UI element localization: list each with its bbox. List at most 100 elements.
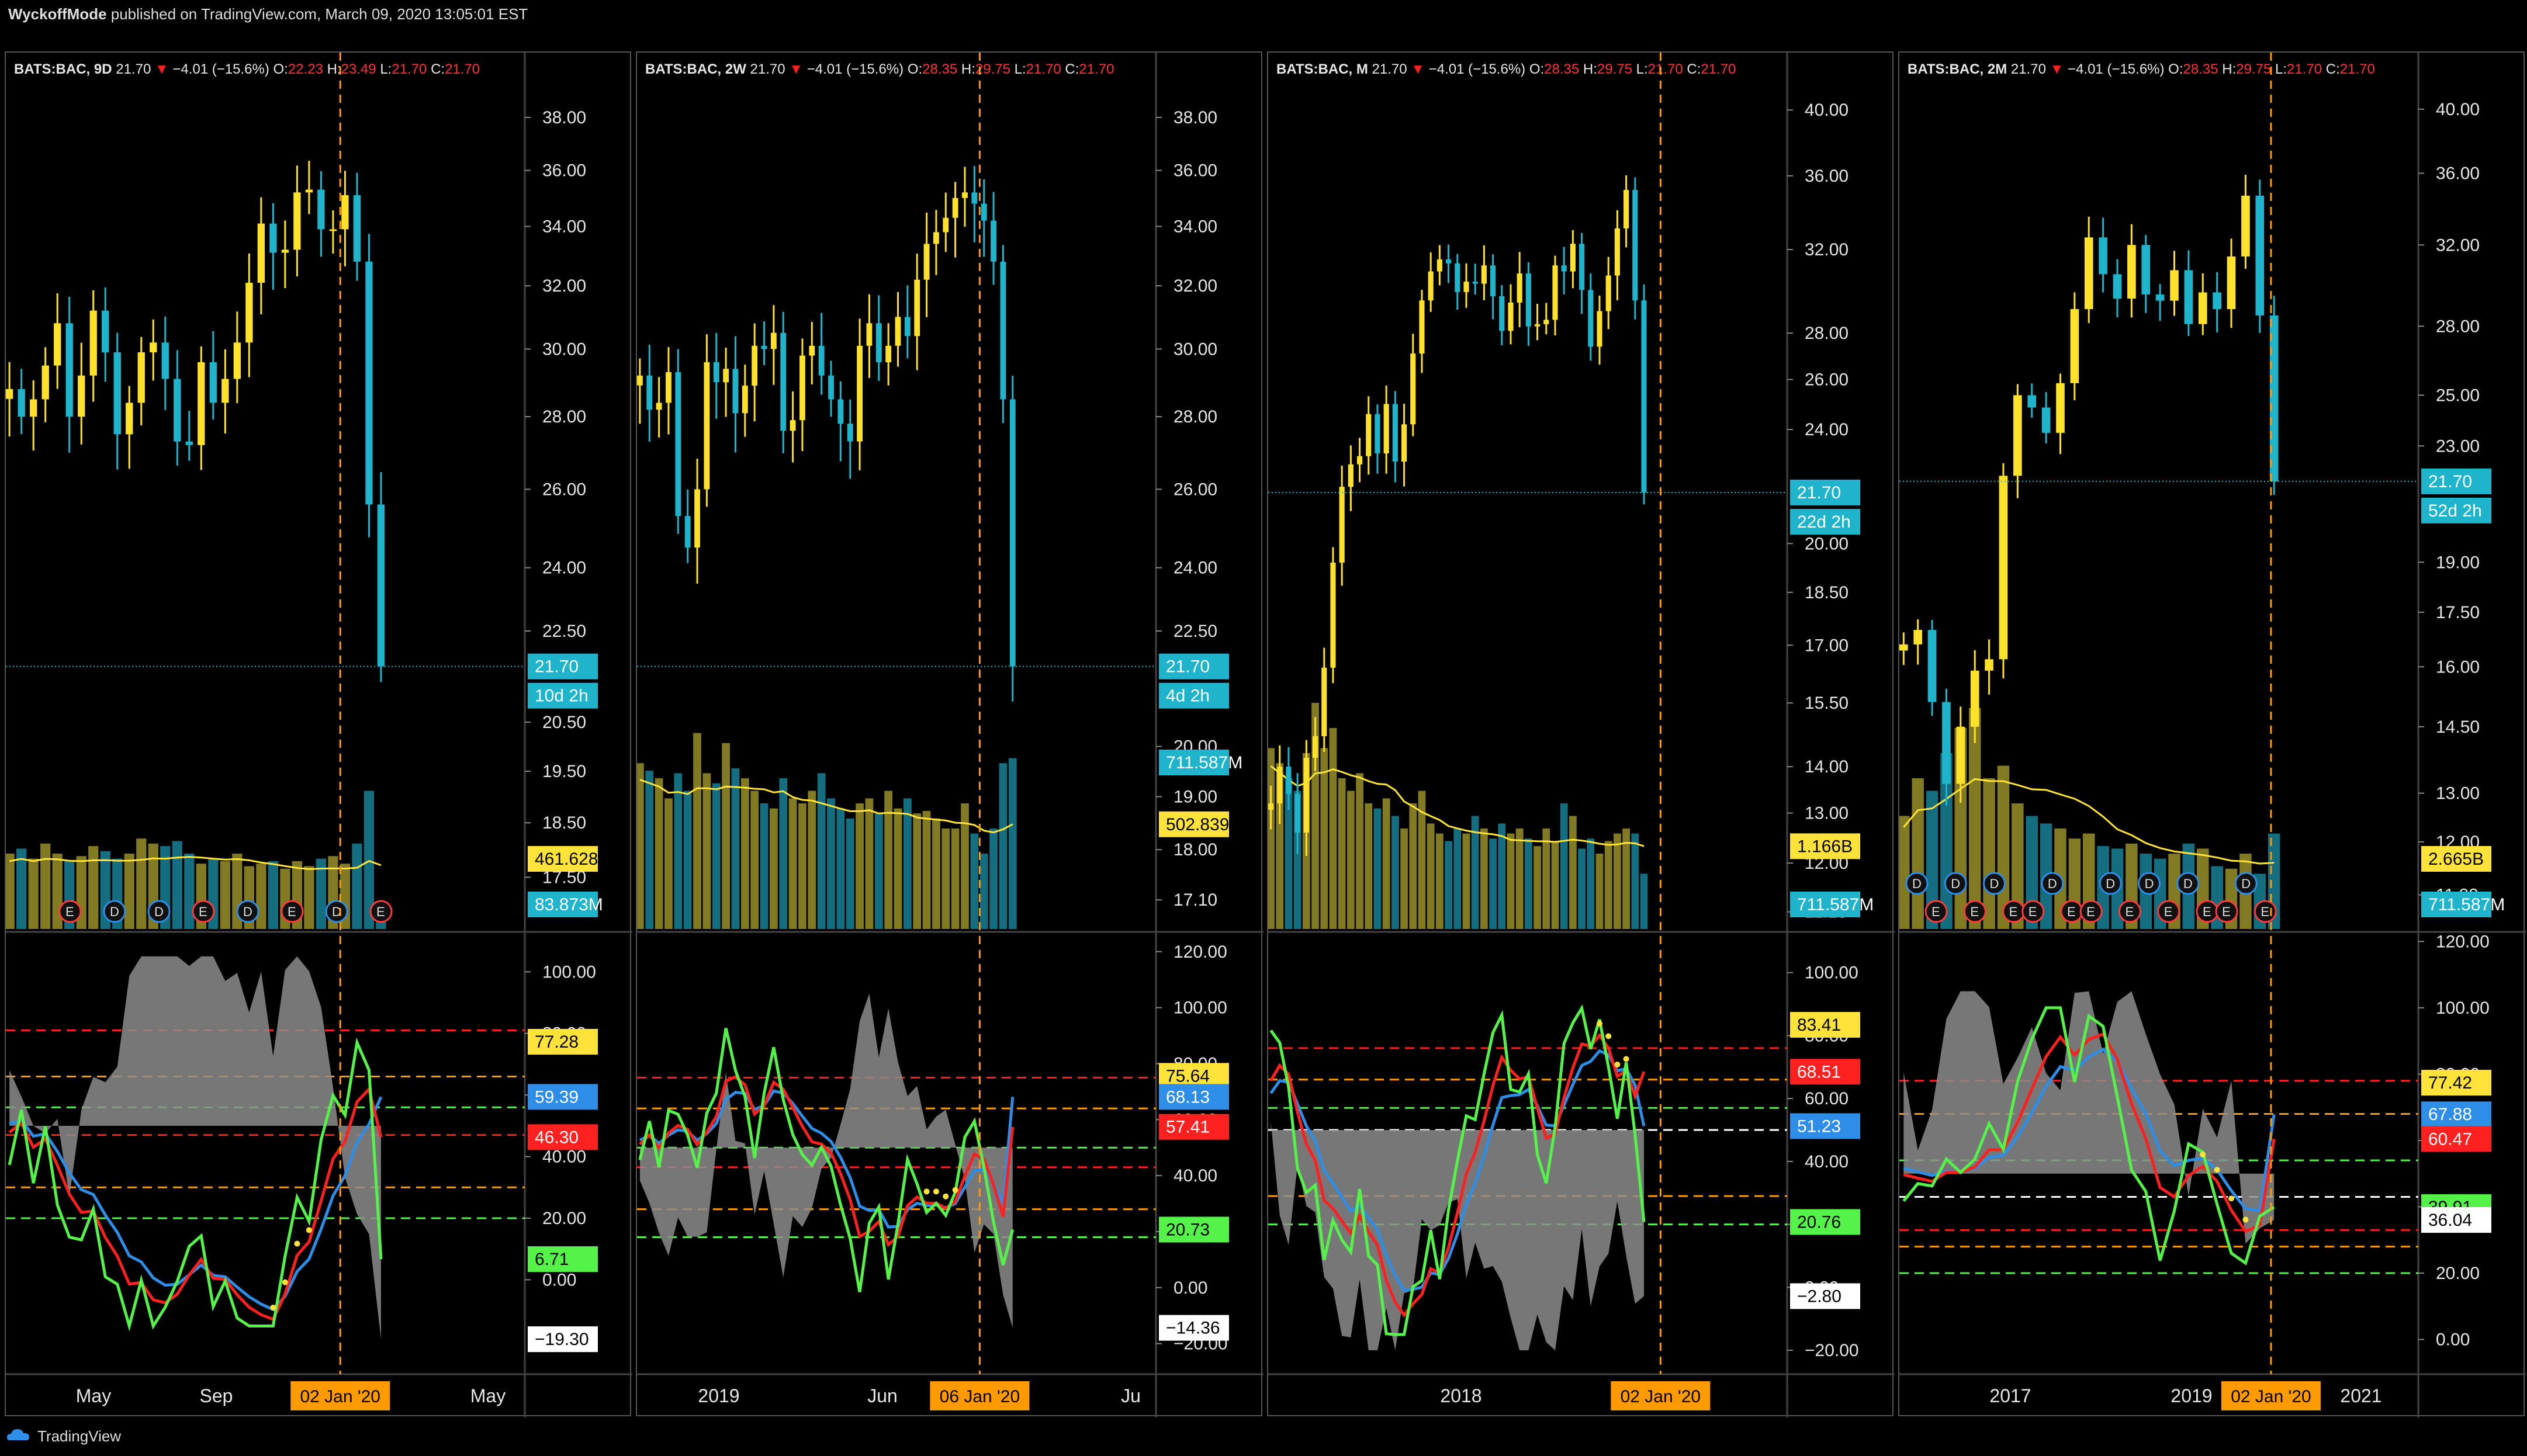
author[interactable]: WyckoffMode xyxy=(8,5,107,23)
candle-body xyxy=(790,420,796,431)
candle-body xyxy=(1525,273,1531,327)
title-part: 21.70 xyxy=(2287,61,2326,77)
candle-body xyxy=(1321,667,1327,736)
title-part: O: xyxy=(1529,61,1544,77)
candle-body xyxy=(1570,244,1576,272)
volume-ma-label-bg xyxy=(528,846,598,872)
volume-bar xyxy=(865,798,874,929)
candle-body xyxy=(2041,407,2051,433)
osc-value-label: 51.23 xyxy=(1797,1117,1841,1136)
candle-body xyxy=(1348,464,1353,487)
countdown-label: 4d 2h xyxy=(1166,687,1210,706)
chart-title: BATS:BAC, 9D 21.70 ▼ −4.01 (−15.6%) O:22… xyxy=(14,61,480,77)
candle-body xyxy=(102,310,109,353)
footer-brand[interactable]: TradingView xyxy=(37,1427,122,1445)
dividend-event-icon xyxy=(2176,872,2200,895)
title-part: O: xyxy=(2168,61,2183,77)
candle-body xyxy=(377,504,385,667)
volume-bar xyxy=(760,803,769,929)
candle-body xyxy=(828,375,834,400)
chart-title: BATS:BAC, M 21.70 ▼ −4.01 (−15.6%) O:28.… xyxy=(1276,61,1736,77)
osc-green-line xyxy=(638,1028,1015,1292)
volume-bar xyxy=(1427,823,1435,929)
candle-body xyxy=(1632,190,1638,301)
chart-svg-2[interactable]: BATS:BAC, 2W 21.70 ▼ −4.01 (−15.6%) O:28… xyxy=(637,53,1264,1417)
earnings-event-icon xyxy=(369,900,393,923)
candle-body xyxy=(305,189,313,193)
volume-bar xyxy=(256,864,266,929)
header: WyckoffMode published on TradingView.com… xyxy=(8,2,528,26)
candle-body xyxy=(2269,315,2279,481)
price-tick-label: 17.10 xyxy=(1174,890,1217,910)
candle-body xyxy=(293,192,301,250)
chart-panel-1[interactable]: BATS:BAC, 9D 21.70 ▼ −4.01 (−15.6%) O:22… xyxy=(5,51,632,1417)
osc-green-line xyxy=(1902,1006,2275,1266)
osc-tick-label: 100.00 xyxy=(542,962,596,982)
tradingview-logo-icon[interactable] xyxy=(6,1424,32,1450)
event-marker-label: E xyxy=(199,904,207,919)
volume-bar xyxy=(702,773,711,929)
osc-value-label: 59.39 xyxy=(535,1087,579,1107)
chart-svg-4[interactable]: BATS:BAC, 2M 21.70 ▼ −4.01 (−15.6%) O:28… xyxy=(1899,53,2526,1417)
osc-value-label: 46.30 xyxy=(535,1128,579,1147)
candle-body xyxy=(78,375,85,417)
event-marker-label: E xyxy=(2125,904,2134,919)
candle-body xyxy=(1436,259,1442,272)
time-axis-label: 2019 xyxy=(2171,1385,2212,1406)
osc-value-label: 20.76 xyxy=(1797,1212,1841,1232)
osc-value-label-bg xyxy=(2421,1070,2491,1096)
event-marker-label: D xyxy=(2145,876,2154,891)
earnings-event-icon xyxy=(2215,900,2238,923)
candle-body xyxy=(847,424,853,442)
volume-label: 83.873M xyxy=(535,895,603,914)
candle-body xyxy=(341,195,349,230)
chart-panel-4[interactable]: BATS:BAC, 2M 21.70 ▼ −4.01 (−15.6%) O:28… xyxy=(1898,51,2526,1417)
candle-body xyxy=(981,203,987,221)
event-marker-label: E xyxy=(2164,904,2173,919)
candle-body xyxy=(837,399,844,424)
volume-bar xyxy=(1569,816,1577,929)
volume-bar xyxy=(941,828,950,929)
volume-ma-line xyxy=(1270,765,1645,847)
osc-value-label: 57.41 xyxy=(1166,1118,1210,1137)
candle-body xyxy=(2070,309,2079,383)
candle-body xyxy=(1410,353,1416,425)
candle-body xyxy=(732,369,739,414)
candle-body xyxy=(2213,292,2221,310)
osc-signal-dot xyxy=(923,1188,930,1195)
earnings-event-icon xyxy=(58,900,82,923)
volume-bar xyxy=(1471,816,1479,929)
countdown-label: 10d 2h xyxy=(535,687,589,706)
title-part: L: xyxy=(380,61,392,77)
volume-bar xyxy=(16,848,27,929)
event-marker-label: E xyxy=(288,904,296,919)
price-tick-label: 28.00 xyxy=(1805,324,1848,343)
event-marker-label: E xyxy=(2067,904,2076,919)
osc-tick-label: 100.00 xyxy=(2436,999,2490,1018)
osc-tick-label: 120.00 xyxy=(1174,942,1227,962)
volume-bar xyxy=(304,866,314,929)
osc-tick-label: 0.00 xyxy=(542,1270,576,1289)
chart-panel-2[interactable]: BATS:BAC, 2W 21.70 ▼ −4.01 (−15.6%) O:28… xyxy=(636,51,1264,1417)
volume-label: 711.587M xyxy=(1797,895,1874,914)
price-tick-label: 32.00 xyxy=(2436,235,2480,255)
candle-body xyxy=(1985,659,1993,671)
candle-body xyxy=(1641,300,1647,493)
volume-bar xyxy=(970,833,979,929)
volume-bar xyxy=(1578,848,1586,929)
chart-svg-1[interactable]: BATS:BAC, 9D 21.70 ▼ −4.01 (−15.6%) O:22… xyxy=(6,53,632,1417)
event-marker-label: D xyxy=(154,904,164,919)
chart-svg-3[interactable]: BATS:BAC, M 21.70 ▼ −4.01 (−15.6%) O:28.… xyxy=(1268,53,1895,1417)
osc-value-label-bg xyxy=(528,1029,598,1055)
title-part: C: xyxy=(431,61,445,77)
volume-ma-label-bg xyxy=(1790,833,1860,859)
price-tick-label: 24.00 xyxy=(1805,420,1848,439)
osc-tick-label: 120.00 xyxy=(2436,932,2490,951)
osc-signal-dot xyxy=(2200,1152,2206,1158)
title-part: 29.75 xyxy=(1597,61,1636,77)
candle-body xyxy=(1623,190,1629,228)
chart-panel-3[interactable]: BATS:BAC, M 21.70 ▼ −4.01 (−15.6%) O:28.… xyxy=(1267,51,1895,1417)
price-tick-label: 28.00 xyxy=(1174,407,1217,427)
osc-value-label: −14.36 xyxy=(1166,1319,1220,1338)
last-price-label: 21.70 xyxy=(535,657,579,677)
